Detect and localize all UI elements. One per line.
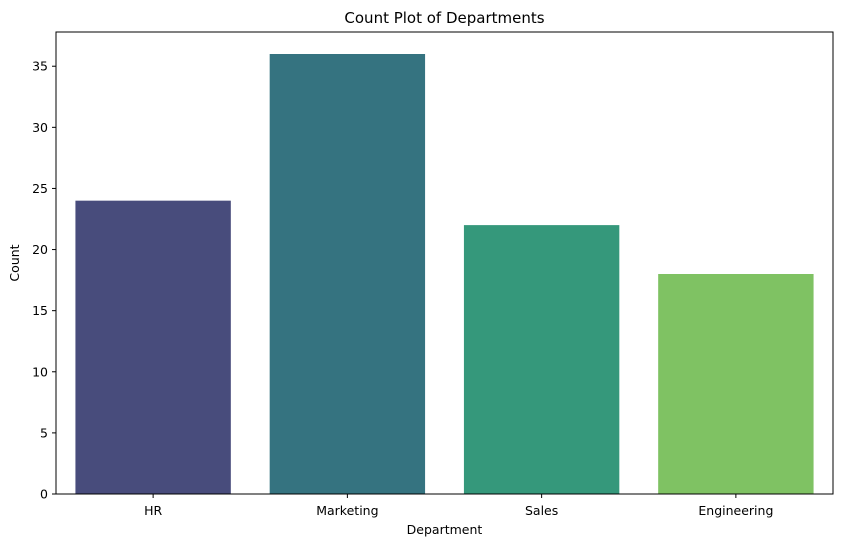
y-tick-label: 15 bbox=[32, 303, 48, 318]
bar-sales bbox=[463, 225, 620, 494]
bar-hr bbox=[75, 200, 231, 494]
y-axis: 0 5 10 15 20 25 30 35 bbox=[32, 59, 56, 502]
y-tick-label: 10 bbox=[32, 364, 48, 379]
x-tick-label: HR bbox=[144, 503, 162, 518]
chart-title: Count Plot of Departments bbox=[344, 9, 544, 27]
bars-group bbox=[75, 54, 814, 494]
y-tick-label: 35 bbox=[32, 59, 48, 74]
bar-engineering bbox=[658, 274, 814, 494]
x-tick-label: Sales bbox=[525, 503, 558, 518]
y-tick-label: 30 bbox=[32, 120, 48, 135]
y-tick-label: 25 bbox=[32, 181, 48, 196]
y-tick-label: 20 bbox=[32, 242, 48, 257]
x-axis: HR Marketing Sales Engineering bbox=[144, 494, 773, 518]
x-axis-title: Department bbox=[407, 522, 483, 537]
x-tick-label: Marketing bbox=[316, 503, 378, 518]
x-tick-label: Engineering bbox=[698, 503, 773, 518]
y-tick-label: 0 bbox=[40, 487, 48, 502]
plot-frame bbox=[55, 31, 834, 495]
bar-marketing bbox=[269, 54, 426, 494]
y-axis-title: Count bbox=[7, 244, 22, 281]
y-tick-label: 5 bbox=[40, 425, 48, 440]
